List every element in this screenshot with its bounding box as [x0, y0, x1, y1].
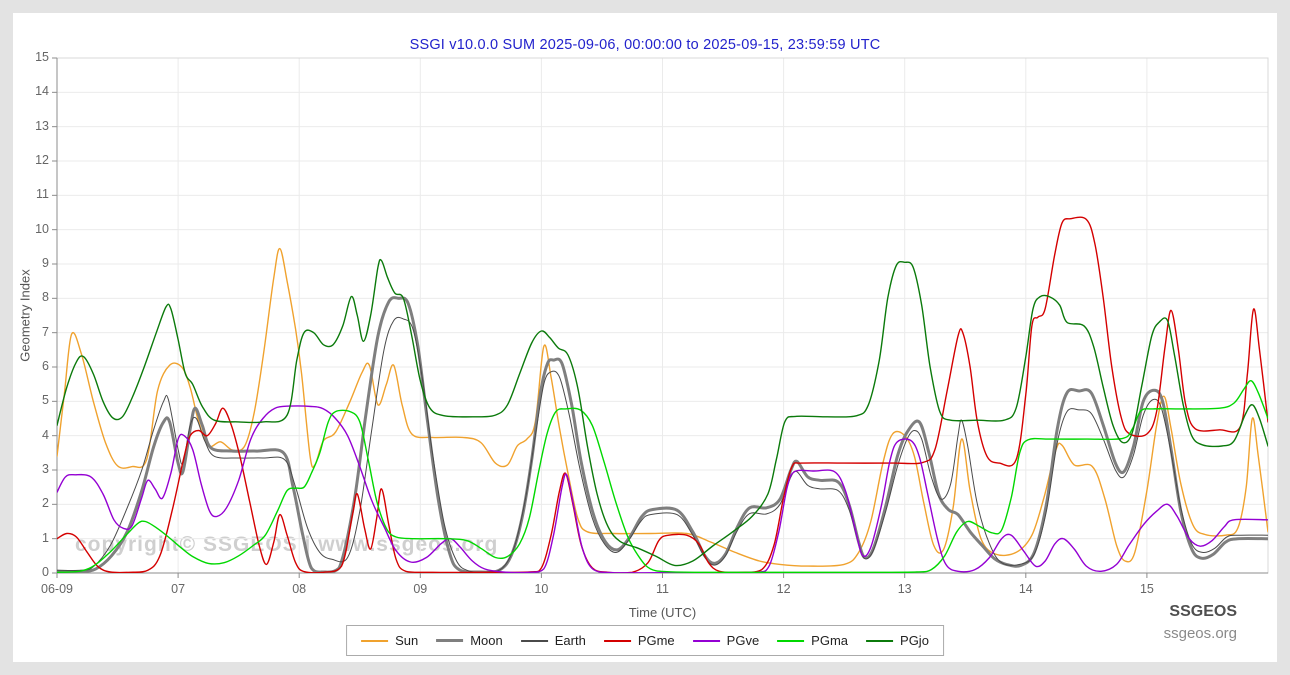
y-tick-label: 11 [36, 187, 49, 202]
legend-swatch-pgme [603, 639, 631, 642]
series-line-pgme [57, 216, 1268, 573]
series-line-moon [57, 296, 1268, 573]
legend-label: PGma [811, 633, 849, 648]
series-line-pgjo [57, 258, 1268, 567]
y-tick-label: 9 [42, 256, 49, 270]
x-tick-label: 07 [171, 582, 186, 596]
legend-swatch-pgma [777, 639, 805, 642]
x-tick-label: 09 [413, 582, 428, 596]
y-tick-label: 1 [42, 530, 49, 545]
x-tick-label: 11 [656, 582, 669, 596]
legend-swatch-pgjo [866, 639, 894, 642]
x-tick-label: 10 [534, 582, 549, 596]
legend-item-pgme: PGme [603, 633, 675, 648]
x-tick-label: 06-09 [41, 582, 73, 596]
series-line-pgve [57, 405, 1268, 573]
y-tick-label: 14 [35, 84, 49, 99]
x-tick-label: 15 [1139, 582, 1154, 596]
legend-label: Moon [470, 633, 503, 648]
legend-swatch-sun [361, 639, 389, 642]
legend-label: Earth [554, 633, 586, 648]
legend-item-pgma: PGma [777, 633, 848, 648]
legend-label: PGme [637, 633, 675, 648]
legend-swatch-moon [436, 639, 464, 642]
y-tick-label: 15 [35, 50, 49, 64]
y-tick-label: 12 [35, 153, 49, 167]
y-tick-label: 6 [42, 359, 49, 373]
branding: SSGEOS ssgeos.org [1164, 601, 1237, 646]
y-tick-label: 10 [35, 221, 49, 236]
legend-item-moon: Moon [436, 633, 503, 648]
x-tick-label: 08 [292, 582, 307, 596]
legend-swatch-pgve [692, 639, 720, 642]
legend: Sun Moon Earth PGme PGve PGma PGjo [346, 625, 944, 656]
legend-item-sun: Sun [361, 633, 418, 648]
y-tick-label: 5 [42, 393, 49, 408]
legend-swatch-earth [520, 639, 548, 642]
x-tick-label: 14 [1018, 582, 1033, 596]
y-tick-label: 7 [42, 324, 49, 339]
y-tick-label: 3 [42, 462, 49, 476]
y-tick-label: 0 [42, 565, 49, 579]
x-tick-label: 13 [897, 582, 912, 596]
legend-item-earth: Earth [520, 633, 586, 648]
brand-name: SSGEOS [1169, 603, 1237, 620]
legend-label: PGve [726, 633, 760, 648]
legend-label: Sun [395, 633, 419, 648]
chart-panel: SSGI v10.0.0 SUM 2025-09-06, 00:00:00 to… [13, 13, 1277, 662]
chart-title: SSGI v10.0.0 SUM 2025-09-06, 00:00:00 to… [409, 37, 881, 53]
legend-item-pgjo: PGjo [866, 633, 929, 648]
x-axis-title: Time (UTC) [628, 605, 697, 620]
legend-label: PGjo [900, 633, 929, 648]
plot-area [52, 57, 1269, 578]
x-tick-label: 12 [776, 582, 791, 596]
y-tick-label: 4 [42, 427, 49, 442]
y-tick-label: 8 [42, 290, 49, 305]
y-tick-label: 2 [42, 496, 49, 511]
legend-item-pgve: PGve [692, 633, 760, 648]
series-line-pgma [57, 380, 1268, 573]
brand-site-link: ssgeos.org [1163, 625, 1237, 643]
y-tick-label: 13 [35, 118, 49, 133]
